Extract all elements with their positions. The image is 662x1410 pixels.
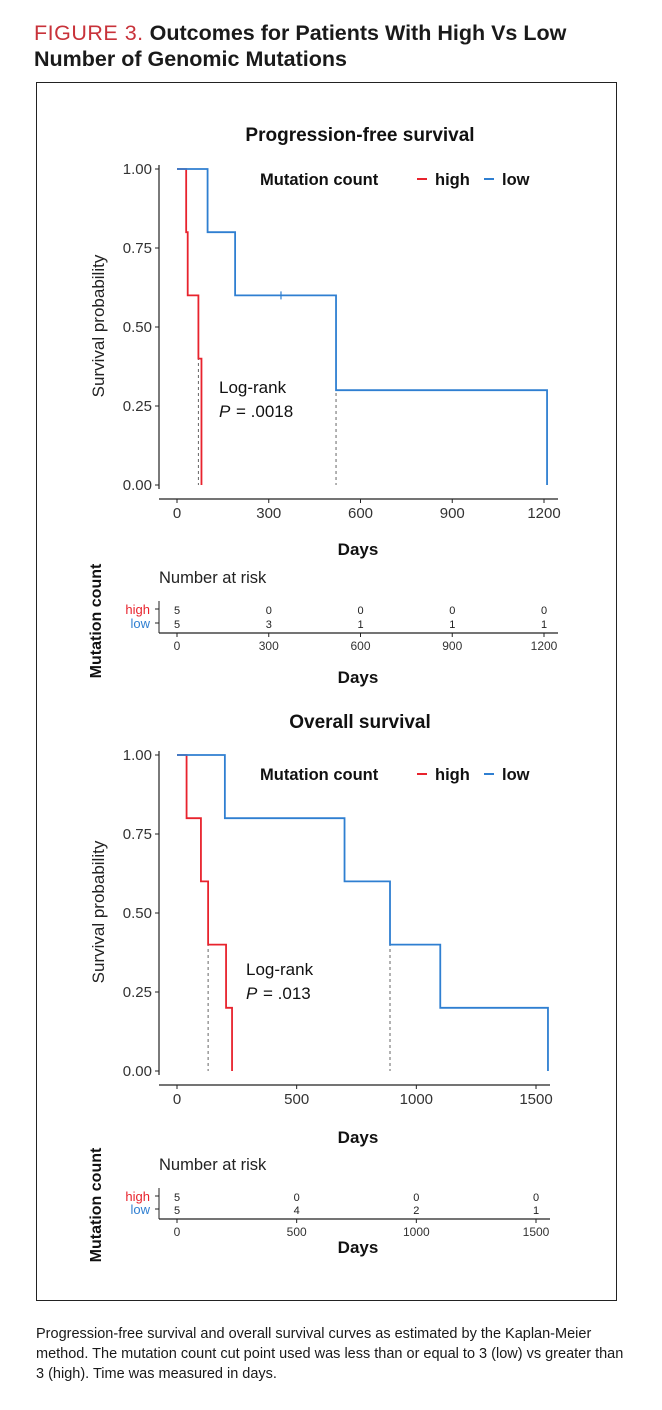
figure-panel: Progression-free survival Survival probab… — [36, 82, 617, 1301]
risk-x-tick-label: 900 — [442, 639, 462, 653]
y-tick-label: 0.25 — [123, 984, 152, 1001]
x-tick-label: 0 — [173, 1091, 181, 1108]
risk-x-tick-label: 1000 — [403, 1225, 430, 1239]
survival-curve-high — [177, 168, 203, 485]
risk-x-tick-label: 600 — [350, 639, 370, 653]
risk-count-high: 5 — [174, 605, 180, 617]
risk-group-low: low — [130, 1202, 150, 1217]
y-tick-label: 0.75 — [123, 826, 152, 843]
x-tick-label: 900 — [440, 505, 465, 522]
y-tick-label: 1.00 — [123, 161, 152, 178]
x-tick-label: 1500 — [519, 1091, 552, 1108]
risk-x-tick-label: 1500 — [523, 1225, 550, 1239]
annotation-p-value: = .0018 — [236, 402, 293, 421]
annotation-p-label: P — [219, 402, 231, 421]
risk-count-low: 5 — [174, 1205, 180, 1217]
x-axis-label: Days — [338, 1128, 379, 1147]
risk-table-ylabel: Mutation count — [88, 1147, 105, 1262]
x-tick-label: 300 — [256, 505, 281, 522]
risk-count-low: 1 — [357, 619, 363, 631]
legend-label-high: high — [435, 766, 470, 784]
risk-table-title: Number at risk — [159, 1156, 267, 1174]
legend-label-low: low — [502, 171, 530, 189]
figure-label: FIGURE 3. — [34, 21, 144, 45]
legend-label-high: high — [435, 171, 470, 189]
risk-x-axis-label: Days — [338, 668, 379, 687]
risk-count-high: 0 — [294, 1192, 300, 1204]
km-charts: Progression-free survival Survival probab… — [88, 125, 561, 1262]
risk-x-axis-label: Days — [338, 1238, 379, 1257]
risk-x-tick-label: 300 — [259, 639, 279, 653]
risk-count-low: 1 — [541, 619, 547, 631]
x-tick-label: 0 — [173, 505, 181, 522]
risk-group-high: high — [125, 1189, 150, 1204]
risk-count-low: 2 — [413, 1205, 419, 1217]
risk-count-high: 5 — [174, 1192, 180, 1204]
risk-count-high: 0 — [266, 605, 272, 617]
y-tick-label: 1.00 — [123, 747, 152, 764]
y-axis-label: Survival probability — [89, 254, 108, 397]
y-axis-label: Survival probability — [89, 840, 108, 983]
survival-curve-low — [177, 168, 548, 485]
x-axis-label: Days — [338, 540, 379, 559]
legend-title: Mutation count — [260, 171, 379, 189]
risk-x-tick-label: 0 — [174, 639, 181, 653]
annotation-logrank: Log-rank — [246, 960, 314, 979]
risk-count-low: 1 — [449, 619, 455, 631]
risk-table-ylabel: Mutation count — [88, 563, 105, 678]
x-tick-label: 1200 — [527, 505, 560, 522]
y-tick-label: 0.00 — [123, 477, 152, 494]
y-tick-label: 0.25 — [123, 398, 152, 415]
risk-count-high: 0 — [357, 605, 363, 617]
y-tick-label: 0.75 — [123, 240, 152, 257]
annotation-p-label: P — [246, 984, 258, 1003]
risk-count-high: 0 — [541, 605, 547, 617]
risk-count-high: 0 — [413, 1192, 419, 1204]
y-tick-label: 0.50 — [123, 319, 152, 336]
x-tick-label: 500 — [284, 1091, 309, 1108]
risk-count-low: 5 — [174, 619, 180, 631]
annotation-p-value: = .013 — [263, 984, 311, 1003]
risk-table-title: Number at risk — [159, 569, 267, 587]
figure-heading: Outcomes for Patients With High Vs Low N… — [34, 21, 567, 71]
chart-title: Overall survival — [289, 712, 431, 733]
survival-curve-high — [177, 754, 233, 1071]
risk-count-low: 3 — [266, 619, 272, 631]
risk-count-high: 0 — [449, 605, 455, 617]
risk-count-high: 0 — [533, 1192, 539, 1204]
x-tick-label: 600 — [348, 505, 373, 522]
risk-x-tick-label: 500 — [287, 1225, 307, 1239]
risk-count-low: 1 — [533, 1205, 539, 1217]
risk-group-high: high — [125, 602, 150, 617]
figure-title: FIGURE 3. Outcomes for Patients With Hig… — [34, 20, 644, 72]
legend-label-low: low — [502, 766, 530, 784]
annotation-logrank: Log-rank — [219, 378, 287, 397]
survival-curve-low — [177, 754, 549, 1071]
figure-caption: Progression-free survival and overall su… — [36, 1326, 624, 1382]
risk-x-tick-label: 0 — [174, 1225, 181, 1239]
legend-title: Mutation count — [260, 766, 379, 784]
x-tick-label: 1000 — [400, 1091, 433, 1108]
chart-title: Progression-free survival — [245, 125, 474, 146]
y-tick-label: 0.00 — [123, 1063, 152, 1080]
y-tick-label: 0.50 — [123, 905, 152, 922]
risk-group-low: low — [130, 616, 150, 631]
risk-count-low: 4 — [294, 1205, 300, 1217]
risk-x-tick-label: 1200 — [531, 639, 558, 653]
